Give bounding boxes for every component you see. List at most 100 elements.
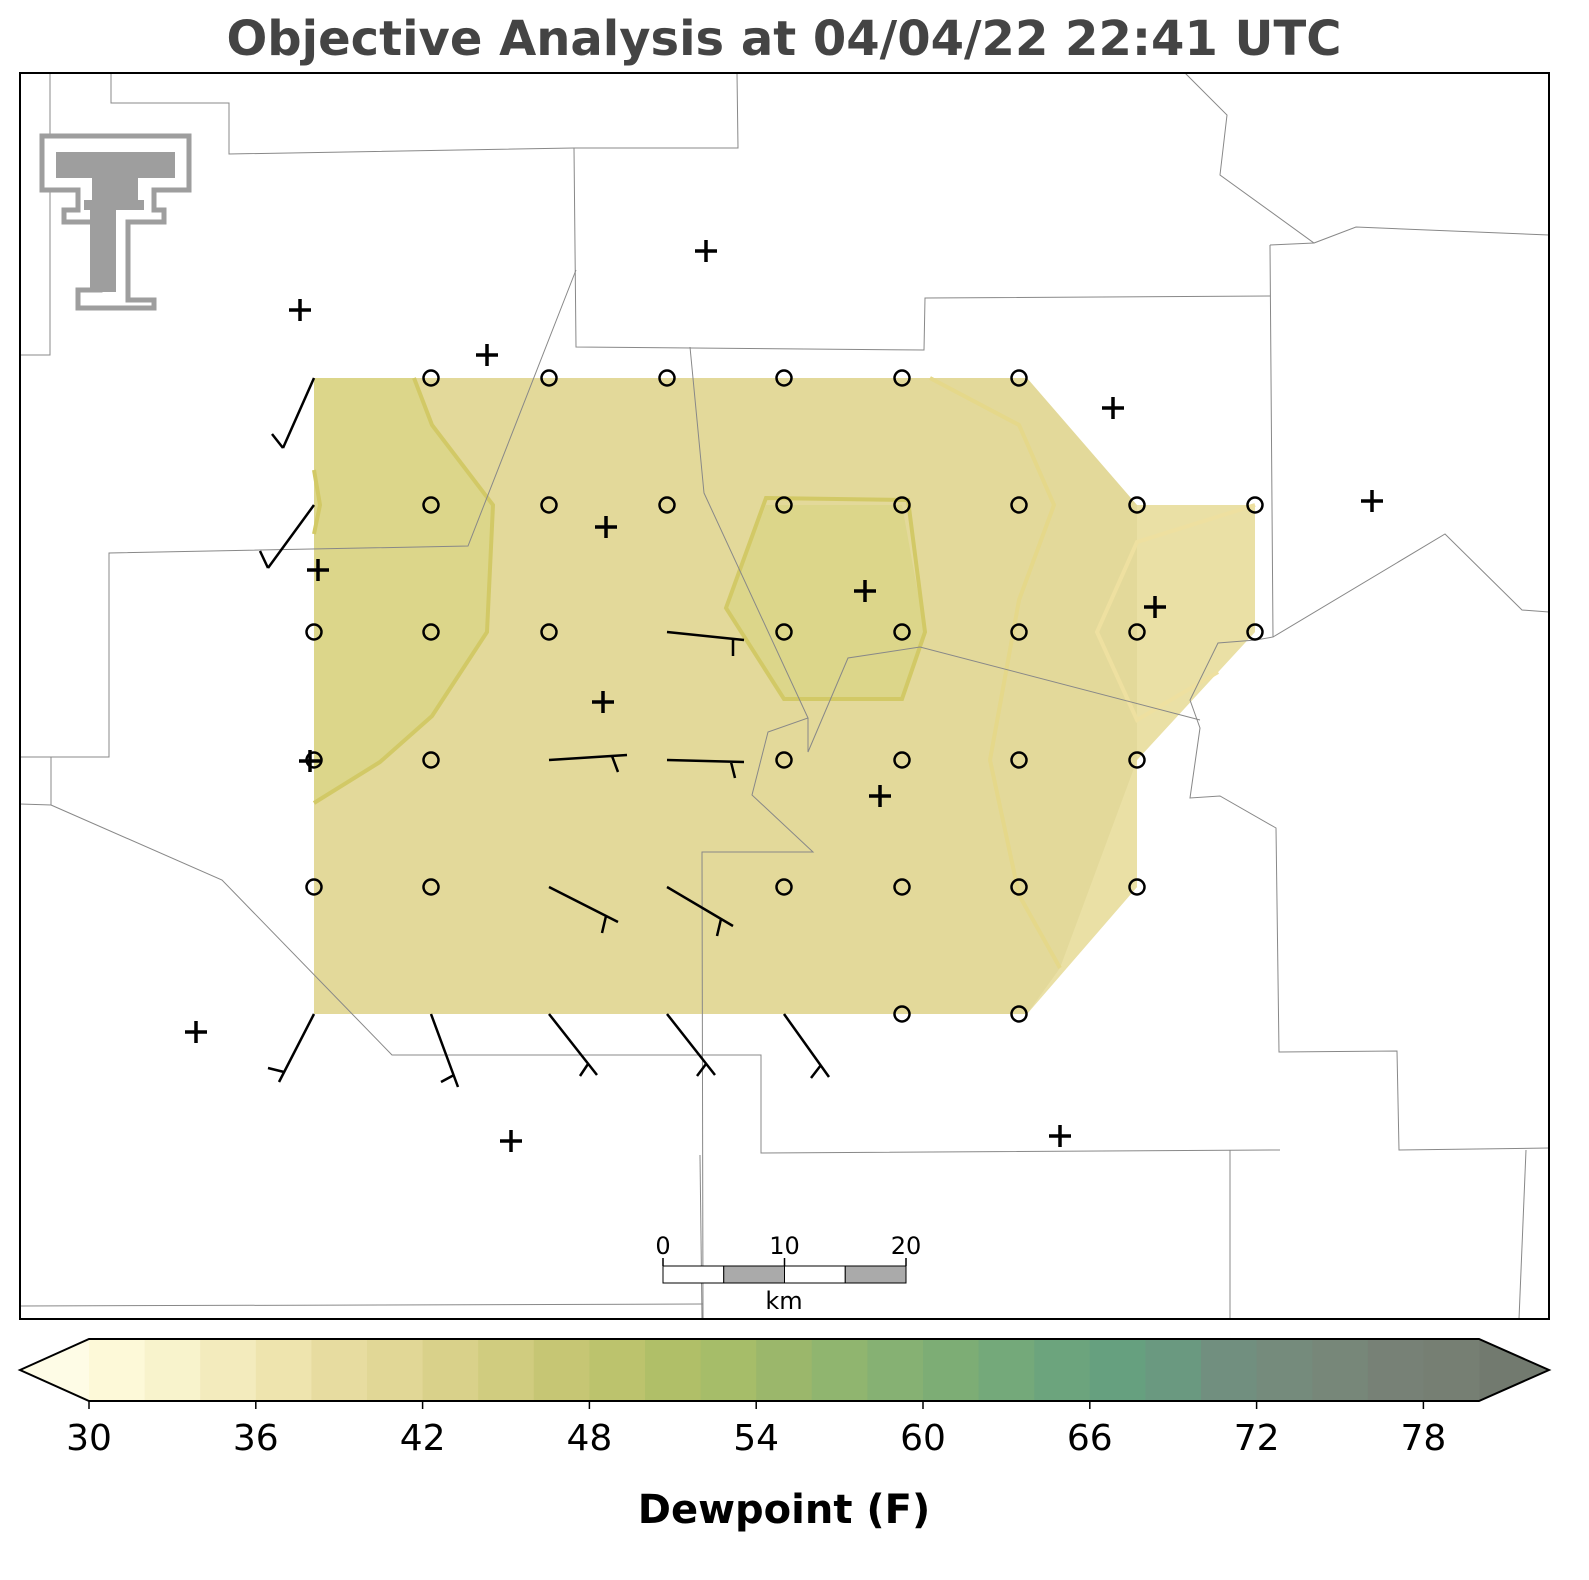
station-plus [307,559,329,581]
colorbar-bin [1256,1339,1313,1401]
wind-barb [429,1013,460,1088]
colorbar-tick-label: 30 [66,1418,112,1459]
colorbar-bin [1145,1339,1202,1401]
wind-barb [548,753,628,773]
station-plus [299,750,321,772]
wind-barb [267,1013,316,1083]
colorbar-bin [255,1339,312,1401]
colorbar-bin [923,1339,980,1401]
analysis-field-light [1027,505,1255,1014]
contour [1094,503,1256,723]
colorbar-bin [645,1339,702,1401]
calm-station [893,1005,911,1023]
station-plus [185,1021,207,1043]
calm-station [1246,623,1264,641]
colorbar-tick-label: 66 [1067,1418,1113,1459]
calm-station [540,496,558,514]
wind-barb [782,1013,831,1079]
calm-station [893,369,911,387]
colorbar-bin [89,1339,146,1401]
calm-station [775,623,793,641]
wind-barb [271,377,316,449]
colorbar-bin [1089,1339,1146,1401]
colorbar-bin [1034,1339,1091,1401]
calm-station [540,623,558,641]
station-plus [854,580,876,602]
calm-station [775,496,793,514]
station-plus [1049,1125,1071,1147]
colorbar-bin [311,1339,368,1401]
colorbar-bin [867,1339,924,1401]
calm-station [1128,751,1146,769]
station-plus [592,691,614,713]
stations [185,240,1383,1152]
county-line [807,646,1201,753]
wind-barb [666,630,745,656]
county-line [1184,72,1550,244]
calm-station [422,623,440,641]
title: Objective Analysis at 04/04/22 22:41 UTC [227,11,1342,67]
colorbar-tick-label: 72 [1234,1418,1280,1459]
station-plus [595,516,617,538]
county-line [19,1303,704,1307]
calm-station [775,751,793,769]
station-plus [695,240,717,262]
wind-barb [548,885,619,934]
county-line [1518,1149,1527,1320]
calm-station [893,496,911,514]
calm-station [1128,623,1146,641]
wind-barb [666,1013,716,1077]
colorbar-bin [367,1339,424,1401]
calm-station [893,878,911,896]
colorbar-extend-high [1479,1339,1549,1401]
scale-segment [844,1265,907,1284]
county-line [1272,533,1550,638]
colorbar-bin [1312,1339,1369,1401]
station-plus [289,299,311,321]
colorbar-bin [533,1339,590,1401]
station-plus [1361,490,1383,512]
county-line [573,147,1271,351]
calm-station [658,496,676,514]
contour [312,469,323,535]
station-plus [1102,397,1124,419]
scale-segment [723,1265,785,1284]
colorbar-tick-label: 36 [233,1418,279,1459]
colorbar-bin [589,1339,646,1401]
county-line [699,1154,703,1320]
logo [39,133,192,311]
scale-tick-label: 20 [891,1232,922,1260]
county-line [689,346,815,1320]
county-line [1269,242,1315,246]
calm-station [422,496,440,514]
calm-station [422,751,440,769]
analysis-field-dark [726,505,925,699]
station-plus [1144,596,1166,618]
scale-bar: km 0 10 20 [655,1232,921,1315]
scale-tick-label: 0 [655,1232,670,1260]
calm-station [305,623,323,641]
calm-station [1128,878,1146,896]
colorbar-label: Dewpoint (F) [638,1487,931,1533]
county-line [50,804,1281,1154]
wind-barb [666,885,734,937]
map: km 0 10 20 [19,72,1550,1320]
county-line [20,269,577,758]
colorbar-bin [478,1339,535,1401]
calm-station [1128,496,1146,514]
calm-station [422,878,440,896]
colorbar-bin [978,1339,1035,1401]
colorbar-bin [756,1339,813,1401]
scale-tick-label: 10 [769,1232,800,1260]
calm-station [422,369,440,387]
colorbar-tick-label: 48 [566,1418,612,1459]
logo-t-inner [56,152,175,292]
contour [312,377,496,805]
calm-station [775,369,793,387]
calm-station [1010,623,1028,641]
calm-station [1010,496,1028,514]
calm-station [658,369,676,387]
station-plus [476,344,498,366]
calm-station [893,751,911,769]
